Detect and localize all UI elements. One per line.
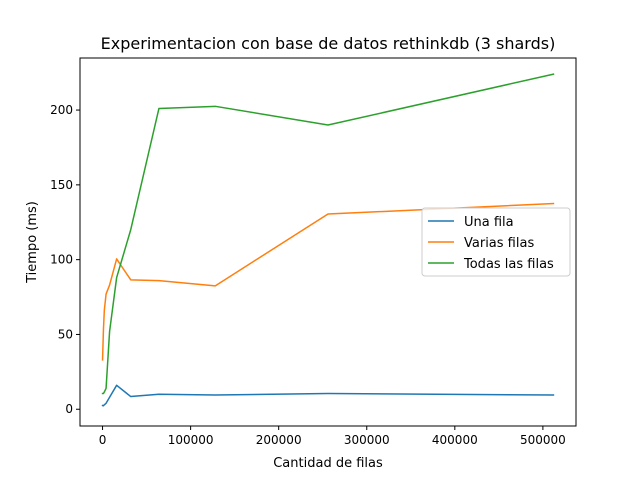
legend-box: [421, 207, 571, 277]
series-line-1: [101, 384, 555, 407]
y-tick-label: 50: [58, 327, 73, 341]
plot-area: 0 100000 200000 300000 400000 500000 0 50 100 150…: [50, 57, 577, 447]
x-axis-label: Cantidad de filas: [273, 456, 383, 471]
series-line-2: [101, 202, 555, 361]
legend-label: Todas las filas: [463, 257, 554, 272]
x-tick-label: 200000: [256, 433, 302, 447]
series-line-3: [101, 73, 555, 395]
x-tick-label: 400000: [432, 433, 478, 447]
y-tick-label: 0: [65, 402, 73, 416]
legend-label: Una fila: [464, 215, 514, 230]
chart-title: Experimentacion con base de datos rethin…: [101, 34, 556, 53]
axes-frame: [79, 57, 577, 427]
y-tick-label: 100: [50, 253, 73, 267]
x-tick-label: 100000: [168, 433, 214, 447]
x-tick-label: 300000: [344, 433, 390, 447]
x-tick-label: 0: [99, 433, 107, 447]
y-tick-label: 200: [50, 103, 73, 117]
x-tick-label: 500000: [520, 433, 566, 447]
legend-label: Varias filas: [464, 236, 534, 251]
y-tick-label: 150: [50, 178, 73, 192]
y-axis-label: Tiempo (ms): [25, 201, 40, 284]
